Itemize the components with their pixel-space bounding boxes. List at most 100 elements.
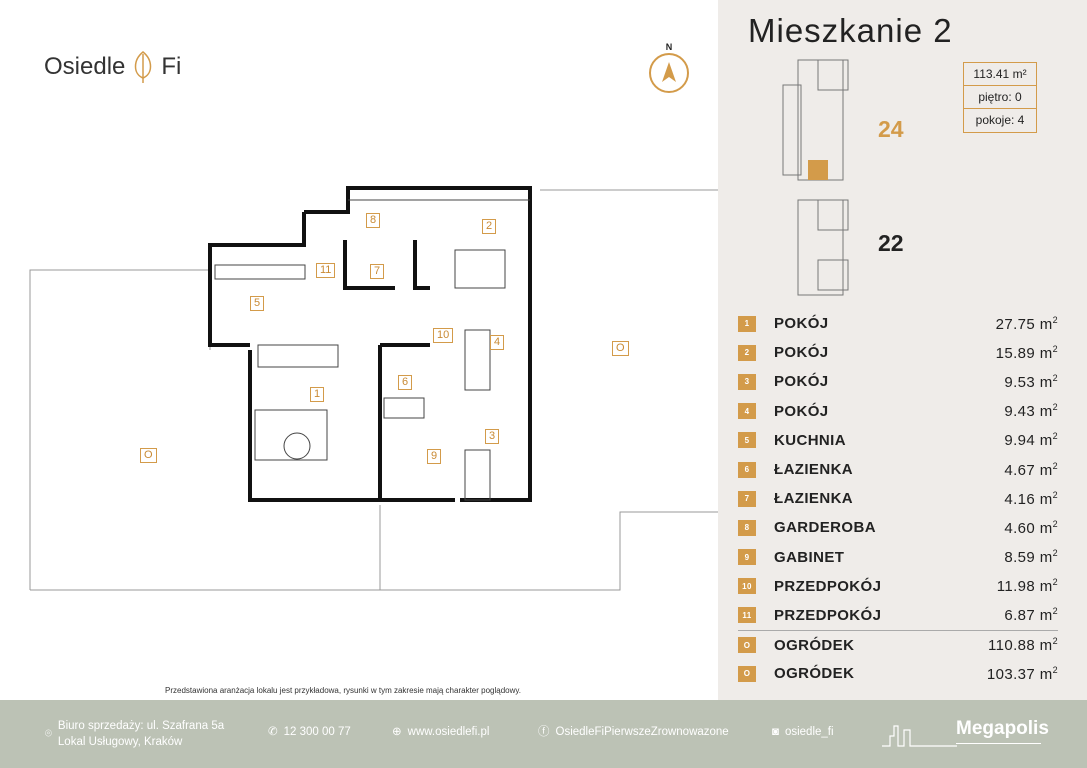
room-number: 7	[738, 490, 756, 507]
building-22[interactable]: 22	[878, 230, 904, 256]
room-number: 11	[738, 607, 756, 624]
compass-label: N	[665, 42, 673, 52]
room-area-value: 4.16 m	[1004, 490, 1053, 508]
room-area-value: 9.94 m	[1004, 432, 1053, 450]
room-name: GARDEROBA	[774, 519, 876, 537]
footer-website[interactable]: ⊕ www.osiedlefi.pl	[392, 724, 489, 740]
megapolis-skyline-icon	[882, 725, 957, 747]
apartment-floor: piętro: 0	[964, 86, 1036, 109]
apartment-area: 113.41 m²	[964, 63, 1036, 86]
plan-label-2: 2	[482, 219, 497, 234]
room-number: 1	[738, 315, 756, 332]
room-number: O	[738, 665, 756, 682]
plan-label-9: 9	[427, 449, 442, 464]
address-line-1: Biuro sprzedaży: ul. Szafrana 5a	[57, 720, 225, 732]
logo: Osiedle Fi	[44, 50, 181, 84]
room-area-unit: 2	[1052, 636, 1058, 647]
room-number: O	[738, 637, 756, 654]
room-name: POKÓJ	[774, 315, 829, 333]
room-area: 15.89 m2	[996, 344, 1058, 362]
room-area-value: 15.89 m	[995, 344, 1053, 362]
room-name: ŁAZIENKA	[774, 490, 854, 508]
website-link: www.osiedlefi.pl	[407, 726, 490, 738]
room-area-value: 8.59 m	[1004, 549, 1053, 567]
room-area: 9.53 m2	[1004, 373, 1058, 391]
room-area-unit: 2	[1052, 372, 1058, 383]
room-number: 10	[738, 578, 756, 595]
room-row: 3 POKÓJ 9.53 m2	[738, 367, 1058, 396]
room-row: 7 ŁAZIENKA 4.16 m2	[738, 484, 1058, 513]
footer: ⌾ Biuro sprzedaży: ul. Szafrana 5a Lokal …	[0, 700, 1087, 768]
room-area: 110.88 m2	[988, 636, 1058, 654]
instagram-icon: ◙	[772, 726, 779, 738]
room-number: 8	[738, 519, 756, 536]
room-area: 4.16 m2	[1004, 490, 1058, 508]
footer-address: ⌾ Biuro sprzedaży: ul. Szafrana 5a Lokal …	[45, 718, 224, 750]
room-name: OGRÓDEK	[774, 665, 855, 683]
room-name: POKÓJ	[774, 373, 829, 391]
globe-icon: ⊕	[392, 726, 402, 738]
room-area-unit: 2	[1052, 343, 1058, 354]
room-row: 10 PRZEDPOKÓJ 11.98 m2	[738, 572, 1058, 601]
facebook-link: OsiedleFiPierwszeZrownowazone	[555, 726, 729, 738]
plan-label-6: 6	[398, 375, 413, 390]
room-row: O OGRÓDEK 103.37 m2	[738, 659, 1058, 688]
location-pin-icon: ⌾	[45, 728, 52, 740]
room-number: 6	[738, 461, 756, 478]
room-area: 8.59 m2	[1004, 548, 1058, 566]
developer-logo: Megapolis	[956, 718, 1049, 744]
footer-instagram[interactable]: ◙ osiedle_fi	[772, 724, 834, 740]
plan-label-1: 1	[310, 387, 325, 402]
instagram-link: osiedle_fi	[784, 726, 834, 738]
room-name: OGRÓDEK	[774, 636, 855, 654]
floor-plan	[29, 186, 718, 591]
room-area: 4.67 m2	[1004, 461, 1058, 479]
room-row: 9 GABINET 8.59 m2	[738, 543, 1058, 572]
plan-label-4: 4	[490, 335, 505, 350]
room-area: 6.87 m2	[1004, 606, 1058, 624]
room-number: 9	[738, 549, 756, 566]
room-area-value: 6.87 m	[1004, 607, 1053, 625]
plan-label-5: 5	[250, 296, 265, 311]
facebook-icon: ⓕ	[538, 726, 550, 738]
apartment-rooms: pokoje: 4	[975, 113, 1025, 127]
selected-apartment-highlight	[808, 160, 828, 180]
phone-text: 12 300 00 77	[283, 726, 351, 738]
room-area-value: 4.67 m	[1004, 461, 1053, 479]
room-area-unit: 2	[1052, 402, 1058, 413]
room-row: 1 POKÓJ 27.75 m2	[738, 309, 1058, 338]
room-area: 9.43 m2	[1004, 402, 1058, 420]
plan-label-10: 10	[433, 328, 454, 343]
room-name: GABINET	[774, 548, 845, 566]
room-row: O OGRÓDEK 110.88 m2	[738, 630, 1058, 659]
room-row: 6 ŁAZIENKA 4.67 m2	[738, 455, 1058, 484]
room-list: 1 POKÓJ 27.75 m2 2 POKÓJ 15.89 m2 3 POKÓJ 9.53 m…	[738, 309, 1058, 688]
room-name: KUCHNIA	[774, 431, 846, 449]
building-map	[782, 59, 849, 296]
footer-facebook[interactable]: ⓕ OsiedleFiPierwszeZrownowazone	[538, 724, 729, 740]
footer-phone[interactable]: ✆ 12 300 00 77	[268, 724, 351, 740]
room-area-value: 27.75 m	[995, 315, 1053, 333]
room-area-unit: 2	[1052, 518, 1058, 529]
room-name: PRZEDPOKÓJ	[774, 577, 882, 595]
building-24[interactable]: 24	[878, 116, 904, 142]
room-area-unit: 2	[1052, 489, 1058, 500]
north-arrow-icon	[649, 53, 689, 93]
plan-label-7: 7	[370, 264, 385, 279]
room-area-value: 9.53 m	[1004, 373, 1053, 391]
plan-label-3: 3	[485, 429, 500, 444]
logo-text: Osiedle	[44, 53, 126, 80]
room-area-value: 4.60 m	[1004, 519, 1053, 537]
apartment-info-box: 113.41 m² piętro: 0 pokoje: 4	[963, 62, 1037, 133]
disclaimer: Przedstawiona aranżacja lokalu jest przy…	[165, 686, 522, 695]
room-area-value: 110.88 m	[987, 637, 1053, 655]
room-name: PRZEDPOKÓJ	[774, 606, 882, 624]
plan-label-8: 8	[366, 213, 381, 228]
room-number: 4	[738, 403, 756, 420]
room-area: 103.37 m2	[987, 665, 1058, 683]
room-area-unit: 2	[1052, 431, 1058, 442]
room-row: 2 POKÓJ 15.89 m2	[738, 338, 1058, 367]
room-row: 8 GARDEROBA 4.60 m2	[738, 513, 1058, 542]
room-number: 2	[738, 344, 756, 361]
plan-label-garden-1: O	[140, 448, 157, 463]
